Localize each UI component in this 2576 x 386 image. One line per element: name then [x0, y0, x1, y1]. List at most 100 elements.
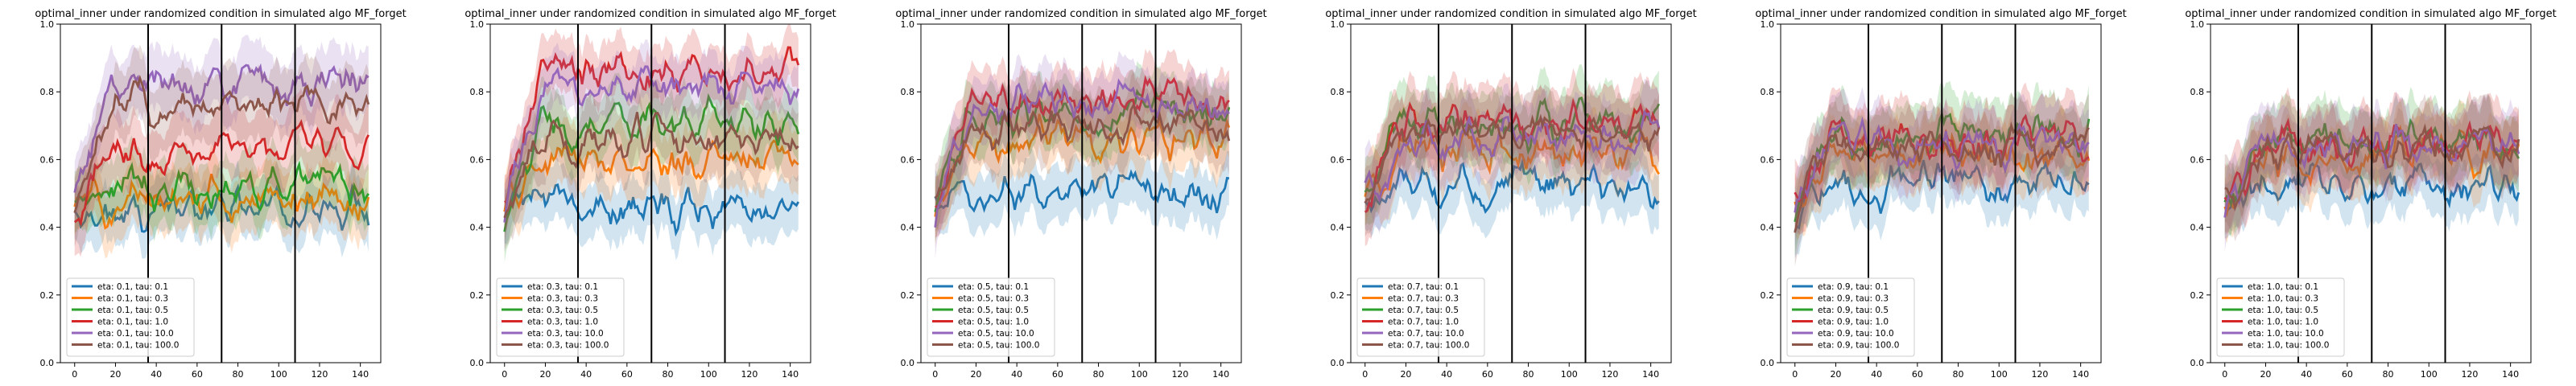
y-tick-label: 0.0: [40, 358, 55, 368]
x-tick-label: 40: [2301, 369, 2312, 380]
x-tick-label: 20: [2260, 369, 2271, 380]
y-tick-label: 0.6: [2190, 154, 2205, 165]
x-tick-label: 40: [1871, 369, 1882, 380]
y-tick-label: 0.4: [1331, 223, 1345, 233]
chart-panel-5: optimal_inner under randomized condition…: [1755, 8, 2126, 380]
axes-frame: [489, 23, 811, 363]
axes-frame: [60, 23, 382, 363]
legend-label: eta: 0.5, tau: 0.1: [958, 282, 1029, 292]
legend-label: eta: 0.7, tau: 0.1: [1388, 282, 1459, 292]
x-tick-label: 0: [1362, 369, 1368, 380]
x-tick-label: 0: [2222, 369, 2227, 380]
y-tick-label: 0.4: [1761, 223, 1775, 233]
chart-title: optimal_inner under randomized condition…: [464, 8, 836, 20]
y-tick-label: 1.0: [470, 19, 485, 30]
legend-label: eta: 0.9, tau: 0.3: [1818, 294, 1889, 304]
y-tick-label: 1.0: [40, 19, 55, 30]
legend-label: eta: 1.0, tau: 1.0: [2248, 318, 2318, 327]
chart-panel-4: optimal_inner under randomized condition…: [1325, 8, 1696, 380]
legend-label: eta: 1.0, tau: 0.3: [2248, 294, 2318, 304]
legend-label: eta: 0.1, tau: 1.0: [97, 318, 168, 327]
legend-label: eta: 0.3, tau: 0.1: [527, 282, 598, 292]
y-tick-label: 1.0: [2190, 19, 2205, 30]
x-tick-label: 100: [2421, 369, 2438, 380]
x-tick-label: 0: [1792, 369, 1798, 380]
legend: eta: 0.5, tau: 0.1 eta: 0.5, tau: 0.3 eta:…: [927, 277, 1055, 357]
chart-panel-1: optimal_inner under randomized condition…: [35, 8, 406, 380]
legend-label: eta: 1.0, tau: 0.1: [2248, 282, 2318, 292]
y-tick-label: 1.0: [901, 19, 915, 30]
axes-frame: [920, 23, 1242, 363]
x-tick-label: 40: [1011, 369, 1022, 380]
y-tick-label: 0.8: [40, 87, 55, 97]
chart-panel-3: optimal_inner under randomized condition…: [895, 8, 1266, 380]
y-tick-label: 0.2: [2190, 290, 2205, 301]
y-tick-label: 0.4: [470, 223, 485, 233]
y-tick-label: 0.2: [1331, 290, 1345, 301]
legend: eta: 0.3, tau: 0.1 eta: 0.3, tau: 0.3 eta:…: [496, 277, 625, 357]
x-tick-label: 100: [270, 369, 287, 380]
x-tick-label: 140: [1642, 369, 1659, 380]
legend-label: eta: 1.0, tau: 0.5: [2248, 306, 2318, 315]
y-tick-label: 0.2: [901, 290, 915, 301]
y-tick-label: 1.0: [1331, 19, 1345, 30]
y-tick-label: 0.8: [901, 87, 915, 97]
x-tick-label: 80: [233, 369, 244, 380]
x-tick-label: 100: [1561, 369, 1578, 380]
legend: eta: 0.1, tau: 0.1 eta: 0.1, tau: 0.3 eta:…: [66, 277, 195, 357]
y-tick-label: 0.6: [901, 154, 915, 165]
x-tick-label: 120: [311, 369, 328, 380]
x-tick-label: 120: [1171, 369, 1188, 380]
legend-label: eta: 0.9, tau: 0.5: [1818, 306, 1889, 315]
x-tick-label: 100: [1991, 369, 2008, 380]
x-tick-label: 40: [1441, 369, 1452, 380]
legend-label: eta: 0.5, tau: 0.3: [958, 294, 1029, 304]
x-tick-label: 140: [2072, 369, 2089, 380]
chart-title: optimal_inner under randomized condition…: [1755, 8, 2126, 20]
x-tick-label: 20: [1830, 369, 1841, 380]
y-tick-label: 0.6: [1331, 154, 1345, 165]
x-tick-label: 20: [539, 369, 551, 380]
x-tick-label: 60: [1482, 369, 1493, 380]
y-tick-label: 0.6: [1761, 154, 1775, 165]
legend-label: eta: 0.1, tau: 0.3: [97, 294, 168, 304]
y-tick-label: 0.4: [901, 223, 915, 233]
axes-frame: [1780, 23, 2102, 363]
x-tick-label: 0: [72, 369, 77, 380]
y-tick-label: 0.0: [1761, 358, 1775, 368]
y-tick-label: 0.0: [470, 358, 485, 368]
x-tick-label: 120: [2461, 369, 2478, 380]
legend-label: eta: 0.3, tau: 0.5: [527, 306, 598, 315]
x-tick-label: 60: [1912, 369, 1923, 380]
legend-label: eta: 0.7, tau: 10.0: [1388, 329, 1464, 339]
x-tick-label: 140: [1212, 369, 1229, 380]
x-tick-label: 0: [932, 369, 938, 380]
legend-label: eta: 0.9, tau: 0.1: [1818, 282, 1889, 292]
x-tick-label: 80: [1093, 369, 1104, 380]
legend-box: [2216, 277, 2345, 357]
y-tick-label: 0.6: [40, 154, 55, 165]
axes-frame: [2210, 23, 2532, 363]
legend-label: eta: 0.3, tau: 0.3: [527, 294, 598, 304]
y-tick-label: 0.2: [40, 290, 55, 301]
y-tick-label: 0.8: [1761, 87, 1775, 97]
y-tick-label: 0.0: [901, 358, 915, 368]
y-tick-label: 0.8: [1331, 87, 1345, 97]
y-tick-label: 0.0: [1331, 358, 1345, 368]
legend-label: eta: 0.9, tau: 1.0: [1818, 318, 1889, 327]
chart-panel-6: optimal_inner under randomized condition…: [2185, 8, 2556, 380]
legend-label: eta: 0.1, tau: 10.0: [97, 329, 174, 339]
legend-label: eta: 0.1, tau: 100.0: [97, 341, 179, 351]
x-tick-label: 100: [1131, 369, 1148, 380]
x-tick-label: 80: [663, 369, 674, 380]
y-tick-label: 1.0: [1761, 19, 1775, 30]
x-tick-label: 20: [1400, 369, 1411, 380]
chart-title: optimal_inner under randomized condition…: [895, 8, 1266, 20]
legend-box: [496, 277, 625, 357]
y-tick-label: 0.8: [470, 87, 485, 97]
y-tick-label: 0.6: [470, 154, 485, 165]
y-tick-label: 0.0: [2190, 358, 2205, 368]
chart-title: optimal_inner under randomized condition…: [2185, 8, 2556, 20]
y-tick-label: 0.4: [40, 223, 55, 233]
